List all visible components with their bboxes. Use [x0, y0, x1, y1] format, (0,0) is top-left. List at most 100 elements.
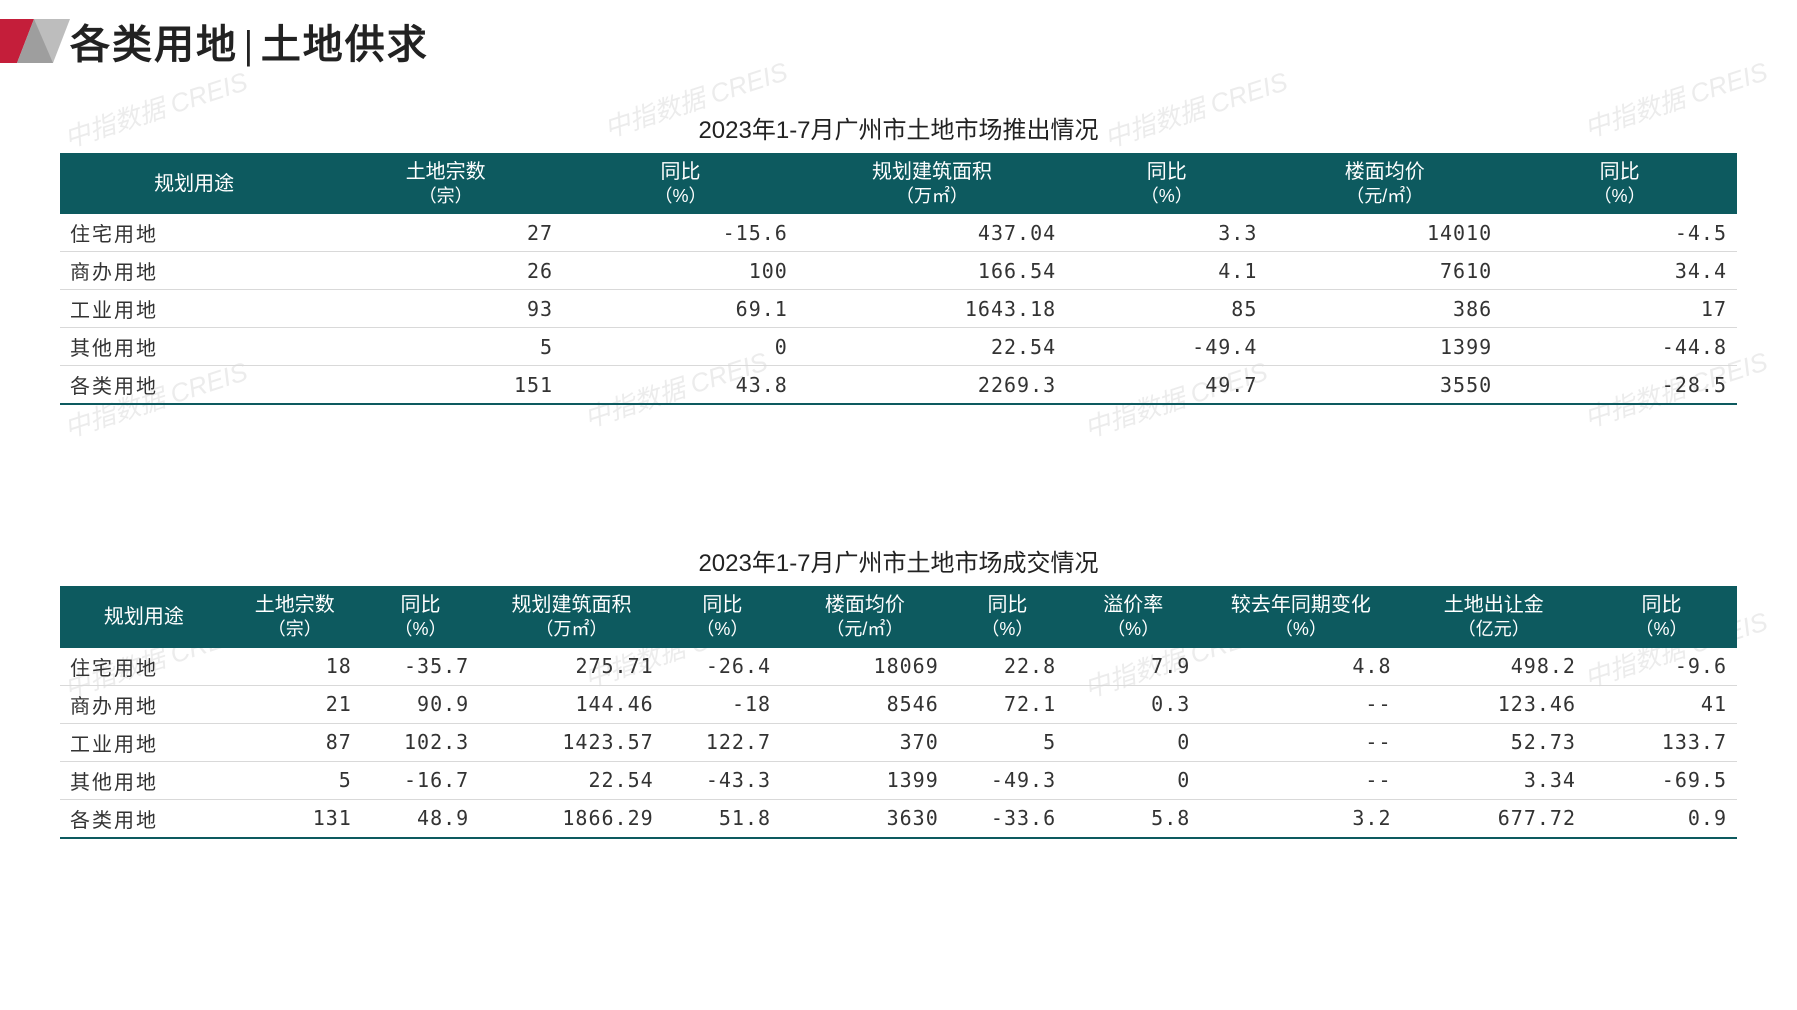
cell-value: 151 — [328, 366, 563, 405]
column-header: 土地宗数（宗） — [228, 586, 362, 647]
logo-icon — [0, 19, 70, 63]
cell-value: 3630 — [781, 799, 949, 838]
table-row: 各类用地15143.82269.349.73550-28.5 — [60, 366, 1737, 405]
table-row: 其他用地5-16.722.54-43.31399-49.30--3.34-69.… — [60, 761, 1737, 799]
cell-value: 7.9 — [1066, 648, 1200, 686]
table-row: 商办用地26100166.544.1761034.4 — [60, 252, 1737, 290]
title-divider: | — [238, 22, 261, 67]
cell-value: 3.2 — [1200, 799, 1401, 838]
cell-value: -- — [1200, 761, 1401, 799]
cell-value: -26.4 — [664, 648, 781, 686]
page-header: 各类用地|土地供求 — [0, 0, 1797, 82]
table2-title: 2023年1-7月广州市土地市场成交情况 — [60, 543, 1737, 578]
column-header: 规划用途 — [60, 153, 328, 214]
column-header-label: 楼面均价 — [1345, 161, 1425, 183]
row-label: 商办用地 — [60, 252, 328, 290]
column-header-label: 同比 — [1600, 161, 1640, 183]
cell-value: 144.46 — [479, 685, 663, 723]
cell-value: 498.2 — [1402, 648, 1586, 686]
column-header-label: 较去年同期变化 — [1231, 594, 1371, 616]
title-left: 各类用地 — [70, 22, 238, 67]
cell-value: 102.3 — [362, 723, 479, 761]
column-header-sublabel: （%） — [953, 618, 1062, 641]
cell-value: 133.7 — [1586, 723, 1737, 761]
row-label: 其他用地 — [60, 328, 328, 366]
column-header-sublabel: （万㎡） — [802, 185, 1062, 208]
column-header-label: 土地宗数 — [255, 594, 335, 616]
column-header: 较去年同期变化（%） — [1200, 586, 1401, 647]
page-title: 各类用地|土地供求 — [70, 12, 429, 70]
table1-header-row: 规划用途土地宗数（宗）同比（%）规划建筑面积（万㎡）同比（%）楼面均价（元/㎡）… — [60, 153, 1737, 214]
cell-value: -33.6 — [949, 799, 1066, 838]
cell-value: 1866.29 — [479, 799, 663, 838]
table2-header-row: 规划用途土地宗数（宗）同比（%）规划建筑面积（万㎡）同比（%）楼面均价（元/㎡）… — [60, 586, 1737, 647]
cell-value: 5 — [949, 723, 1066, 761]
table-land-transaction: 规划用途土地宗数（宗）同比（%）规划建筑面积（万㎡）同比（%）楼面均价（元/㎡）… — [60, 586, 1737, 838]
column-header-label: 楼面均价 — [825, 594, 905, 616]
column-header-sublabel: （宗） — [232, 618, 358, 641]
cell-value: 26 — [328, 252, 563, 290]
cell-value: 0 — [1066, 723, 1200, 761]
cell-value: 52.73 — [1402, 723, 1586, 761]
column-header-sublabel: （元/㎡） — [1271, 185, 1498, 208]
table-row: 各类用地13148.91866.2951.83630-33.65.83.2677… — [60, 799, 1737, 838]
column-header: 规划建筑面积（万㎡） — [798, 153, 1066, 214]
cell-value: 1399 — [781, 761, 949, 799]
cell-value: -16.7 — [362, 761, 479, 799]
cell-value: 21 — [228, 685, 362, 723]
column-header-label: 土地宗数 — [406, 161, 486, 183]
cell-value: -49.3 — [949, 761, 1066, 799]
table-row: 其他用地5022.54-49.41399-44.8 — [60, 328, 1737, 366]
cell-value: 5.8 — [1066, 799, 1200, 838]
column-header-label: 同比 — [1147, 161, 1187, 183]
column-header-label: 规划建筑面积 — [511, 594, 631, 616]
cell-value: 386 — [1267, 290, 1502, 328]
column-header-label: 规划用途 — [154, 173, 234, 195]
cell-value: -- — [1200, 685, 1401, 723]
cell-value: -44.8 — [1502, 328, 1737, 366]
column-header: 溢价率（%） — [1066, 586, 1200, 647]
cell-value: 275.71 — [479, 648, 663, 686]
cell-value: 14010 — [1267, 214, 1502, 252]
column-header-label: 同比 — [401, 594, 441, 616]
cell-value: 437.04 — [798, 214, 1066, 252]
column-header: 土地宗数（宗） — [328, 153, 563, 214]
cell-value: 0.9 — [1586, 799, 1737, 838]
column-header-sublabel: （%） — [668, 618, 777, 641]
column-header: 同比（%） — [362, 586, 479, 647]
cell-value: 51.8 — [664, 799, 781, 838]
cell-value: -49.4 — [1066, 328, 1267, 366]
row-label: 工业用地 — [60, 290, 328, 328]
cell-value: 1643.18 — [798, 290, 1066, 328]
cell-value: 370 — [781, 723, 949, 761]
table-row: 商办用地2190.9144.46-18854672.10.3--123.4641 — [60, 685, 1737, 723]
column-header-label: 同比 — [702, 594, 742, 616]
cell-value: 34.4 — [1502, 252, 1737, 290]
column-header-label: 规划用途 — [104, 606, 184, 628]
column-header-label: 规划建筑面积 — [872, 161, 992, 183]
cell-value: -18 — [664, 685, 781, 723]
cell-value: 166.54 — [798, 252, 1066, 290]
cell-value: 5 — [228, 761, 362, 799]
cell-value: 41 — [1586, 685, 1737, 723]
cell-value: -35.7 — [362, 648, 479, 686]
cell-value: -28.5 — [1502, 366, 1737, 405]
table-land-supply: 规划用途土地宗数（宗）同比（%）规划建筑面积（万㎡）同比（%）楼面均价（元/㎡）… — [60, 153, 1737, 405]
cell-value: 85 — [1066, 290, 1267, 328]
column-header: 同比（%） — [664, 586, 781, 647]
column-header-sublabel: （万㎡） — [483, 618, 659, 641]
row-label: 其他用地 — [60, 761, 228, 799]
row-label: 工业用地 — [60, 723, 228, 761]
row-label: 商办用地 — [60, 685, 228, 723]
column-header-sublabel: （宗） — [332, 185, 559, 208]
column-header: 土地出让金（亿元） — [1402, 586, 1586, 647]
cell-value: 4.1 — [1066, 252, 1267, 290]
cell-value: 72.1 — [949, 685, 1066, 723]
table-row: 住宅用地18-35.7275.71-26.41806922.87.94.8498… — [60, 648, 1737, 686]
cell-value: -- — [1200, 723, 1401, 761]
cell-value: 22.54 — [798, 328, 1066, 366]
cell-value: 27 — [328, 214, 563, 252]
cell-value: 677.72 — [1402, 799, 1586, 838]
cell-value: 2269.3 — [798, 366, 1066, 405]
cell-value: -15.6 — [563, 214, 798, 252]
